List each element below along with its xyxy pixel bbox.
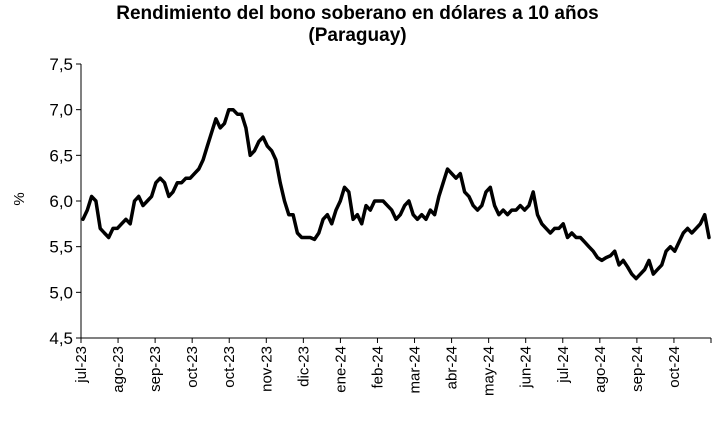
y-tick-label: 6,5: [49, 146, 73, 165]
x-tick-label: abr-24: [444, 346, 461, 389]
chart-title-line-1: Rendimiento del bono soberano en dólares…: [116, 3, 599, 24]
x-tick-label: jun-24: [518, 346, 535, 389]
y-tick-label: 6,0: [49, 192, 73, 211]
x-tick-label: jul-24: [555, 346, 572, 384]
x-tick-label: mar-24: [407, 346, 424, 394]
x-tick-label: oct-23: [221, 346, 238, 388]
x-tick-label: feb-24: [369, 346, 386, 389]
y-tick-label: 5,0: [49, 283, 73, 302]
x-tick-label: dic-23: [295, 346, 312, 387]
chart-title: Rendimiento del bono soberano en dólares…: [0, 3, 715, 47]
x-tick-label: may-24: [481, 346, 498, 396]
x-tick-label: nov-23: [258, 346, 275, 392]
y-axis-label: %: [11, 192, 28, 205]
x-axis: jul-23 ago-23 sep-23 oct-23 oct-23 nov-23 dic-…: [73, 337, 712, 396]
series-line: [81, 107, 711, 281]
y-axis: 4,5 5,0 5,5 6,0 6,5 7,0 7,5: [49, 55, 82, 348]
x-tick-label: oct-23: [184, 346, 201, 388]
series-group: [81, 107, 711, 281]
x-tick-label: ago-23: [110, 346, 127, 393]
y-tick-label: 4,5: [49, 329, 73, 348]
x-tick-label: sep-24: [629, 346, 646, 392]
x-tick-label: ene-24: [332, 346, 349, 393]
y-tick-label: 7,0: [49, 101, 73, 120]
chart-title-line-2: (Paraguay): [308, 25, 407, 46]
x-tick-label: oct-24: [666, 346, 683, 388]
x-tick-label: jul-23: [73, 346, 90, 384]
x-tick-label: sep-23: [147, 346, 164, 392]
y-tick-label: 7,5: [49, 55, 73, 74]
y-tick-label: 5,5: [49, 238, 73, 257]
x-tick-label: ago-24: [592, 346, 609, 393]
